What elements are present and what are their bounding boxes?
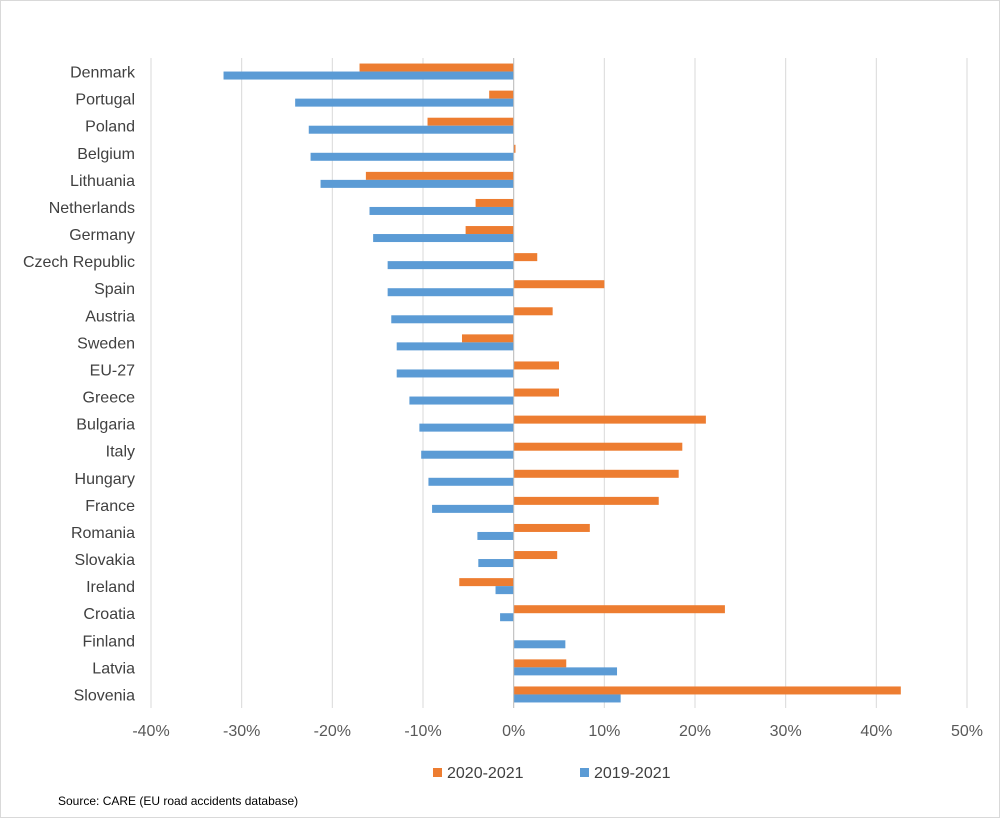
category-label: Netherlands: [49, 200, 135, 217]
category-label: Slovenia: [74, 687, 135, 704]
bar-2019-2021-germany: [373, 234, 514, 243]
category-label: Portugal: [75, 92, 135, 109]
bar-2020-2021-croatia: [513, 605, 725, 614]
bar-2019-2021-czech-republic: [387, 261, 514, 270]
bar-2020-2021-ireland: [459, 578, 514, 587]
x-tick-label: -10%: [404, 723, 441, 740]
bar-2020-2021-hungary: [513, 469, 679, 478]
category-label: Belgium: [77, 146, 135, 163]
category-label: Finland: [83, 633, 135, 650]
bar-2020-2021-germany: [465, 226, 514, 235]
bar-2020-2021-netherlands: [475, 198, 514, 207]
category-label: Bulgaria: [76, 417, 135, 434]
x-tick-label: 50%: [951, 723, 983, 740]
x-tick-label: -20%: [314, 723, 351, 740]
category-label: France: [85, 498, 135, 515]
bar-2019-2021-slovenia: [513, 694, 621, 703]
category-label: Poland: [85, 119, 135, 136]
category-label: Hungary: [75, 471, 135, 488]
bar-2019-2021-greece: [409, 396, 514, 405]
bar-2020-2021-slovenia: [513, 686, 901, 695]
category-label: Spain: [94, 281, 135, 298]
bar-2019-2021-denmark: [223, 71, 514, 80]
legend-label-2020-2021: 2020-2021: [447, 765, 524, 782]
bar-2020-2021-bulgaria: [513, 415, 706, 424]
category-label: Germany: [69, 227, 135, 244]
category-label: Ireland: [86, 579, 135, 596]
bar-2019-2021-portugal: [295, 98, 514, 107]
category-label: Slovakia: [75, 552, 136, 569]
bar-2019-2021-ireland: [495, 586, 514, 595]
bar-2020-2021-czech-republic: [513, 253, 538, 262]
bar-2020-2021-lithuania: [365, 171, 514, 180]
bar-2020-2021-greece: [513, 388, 559, 397]
category-label: Sweden: [77, 335, 135, 352]
bar-2020-2021-spain: [513, 280, 605, 289]
legend-swatch-2020-2021: [433, 768, 442, 777]
bar-2019-2021-eu-27: [396, 369, 514, 378]
bar-2019-2021-belgium: [310, 152, 514, 161]
category-label: Denmark: [70, 65, 136, 82]
x-tick-label: 20%: [679, 723, 711, 740]
category-label: Italy: [106, 444, 135, 461]
x-tick-label: -30%: [223, 723, 260, 740]
bar-2019-2021-poland: [308, 125, 514, 134]
category-label: Lithuania: [70, 173, 135, 190]
legend: 2020-2021 2019-2021: [433, 765, 671, 782]
legend-swatch-2019-2021: [580, 768, 589, 777]
bar-2020-2021-denmark: [359, 63, 514, 72]
bar-2019-2021-austria: [391, 315, 514, 324]
bar-2020-2021-romania: [513, 523, 590, 532]
category-label: Austria: [85, 308, 135, 325]
x-tick-label: -40%: [132, 723, 169, 740]
bar-2019-2021-sweden: [396, 342, 514, 351]
bar-2019-2021-bulgaria: [419, 423, 514, 432]
bar-2019-2021-italy: [421, 450, 514, 459]
category-labels: Denmark Portugal Poland Belgium Lithuania Net…: [23, 65, 136, 705]
bar-2019-2021-finland: [513, 640, 566, 649]
bar-2020-2021-portugal: [489, 90, 514, 99]
bar-2020-2021-slovakia: [513, 551, 558, 560]
x-tick-label: 10%: [588, 723, 620, 740]
bar-2019-2021-latvia: [513, 667, 618, 676]
bar-2020-2021-eu-27: [513, 361, 559, 370]
category-label: Latvia: [92, 660, 135, 677]
x-tick-labels: -40% -30% -20% -10% 0% 10% 20% 30% 40% 50%: [132, 723, 983, 740]
bar-2019-2021-slovakia: [478, 559, 514, 568]
bar-2019-2021-netherlands: [369, 206, 514, 215]
x-tick-label: 0%: [502, 723, 525, 740]
source-note: Source: CARE (EU road accidents database…: [58, 794, 299, 808]
bars: [223, 63, 901, 703]
bar-2020-2021-belgium: [513, 144, 516, 153]
bar-2019-2021-hungary: [428, 477, 514, 486]
legend-label-2019-2021: 2019-2021: [594, 765, 671, 782]
x-tick-label: 40%: [860, 723, 892, 740]
category-label: Romania: [71, 525, 135, 542]
bar-2020-2021-poland: [427, 117, 514, 126]
bar-2019-2021-romania: [477, 531, 514, 540]
category-label: Croatia: [83, 606, 135, 623]
category-label: Czech Republic: [23, 254, 135, 271]
bar-2019-2021-spain: [387, 288, 514, 297]
bar-2020-2021-sweden: [461, 334, 514, 343]
bar-2020-2021-austria: [513, 307, 553, 316]
bar-2019-2021-croatia: [500, 613, 514, 622]
x-tick-label: 30%: [770, 723, 802, 740]
category-label: Greece: [83, 390, 136, 407]
bar-2020-2021-france: [513, 496, 659, 505]
bar-2020-2021-italy: [513, 442, 683, 451]
category-label: EU-27: [90, 362, 135, 379]
bar-2020-2021-latvia: [513, 659, 567, 668]
bar-2019-2021-lithuania: [320, 179, 514, 188]
bar-2019-2021-france: [432, 504, 514, 513]
